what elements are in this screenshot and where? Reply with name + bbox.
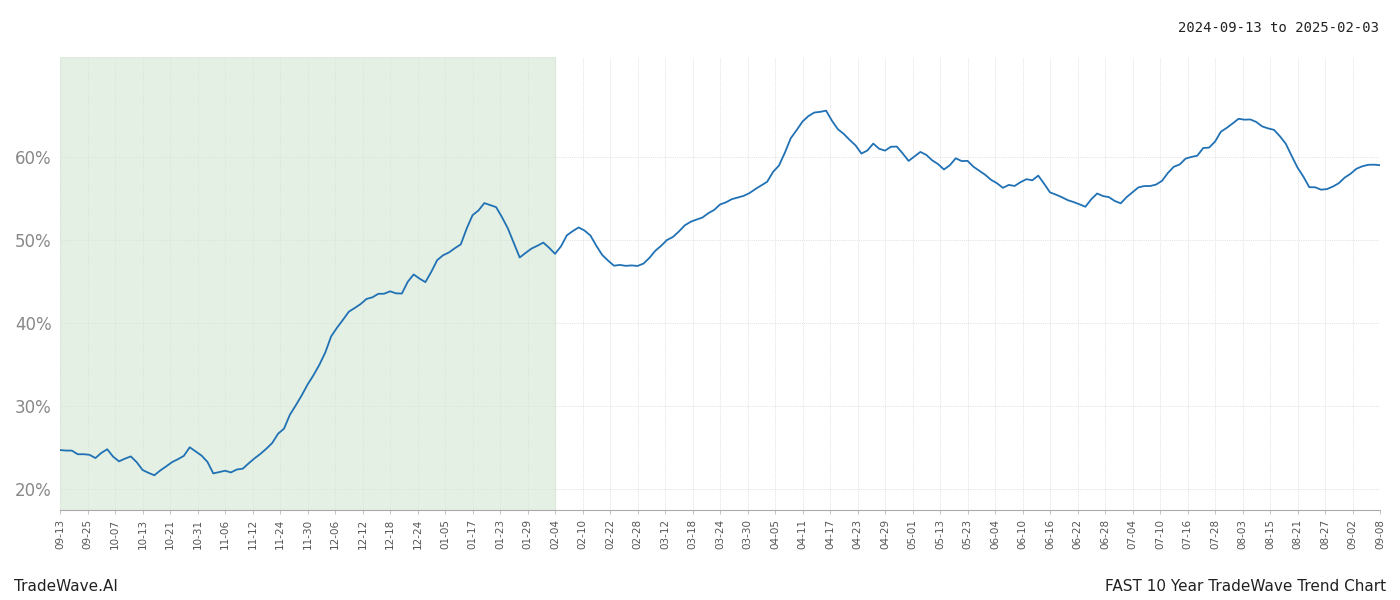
Text: FAST 10 Year TradeWave Trend Chart: FAST 10 Year TradeWave Trend Chart xyxy=(1105,579,1386,594)
Bar xyxy=(60,57,554,510)
Text: 2024-09-13 to 2025-02-03: 2024-09-13 to 2025-02-03 xyxy=(1177,21,1379,35)
Text: TradeWave.AI: TradeWave.AI xyxy=(14,579,118,594)
